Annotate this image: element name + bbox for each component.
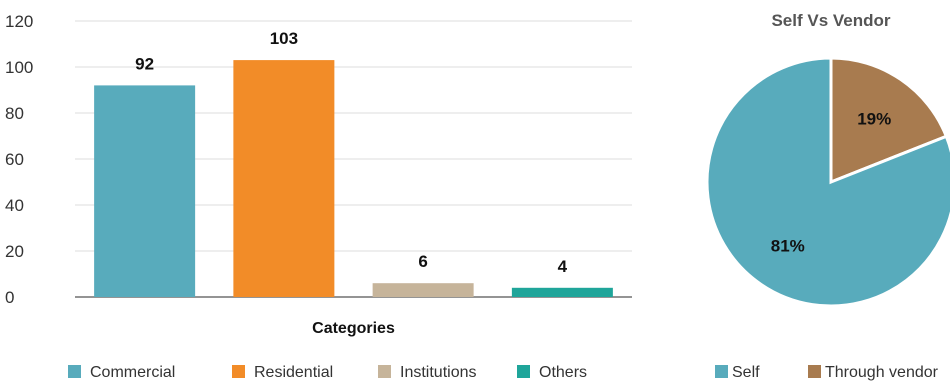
pie-legend-label-through-vendor: Through vendor (825, 364, 939, 381)
bar-others (511, 287, 613, 297)
bar-commercial (94, 85, 196, 298)
pie-data-label-self: 81% (771, 237, 805, 256)
legend-swatch-residential (232, 365, 245, 378)
bar-chart-bars (94, 60, 613, 298)
bar-residential (233, 60, 335, 297)
legend-swatch-commercial (68, 365, 81, 378)
y-tick-label: 0 (5, 288, 14, 307)
legend-label-commercial: Commercial (90, 364, 175, 381)
y-tick-label: 40 (5, 196, 24, 215)
legend-swatch-others (517, 365, 530, 378)
pie-chart-data-labels: 19% 81% (771, 109, 891, 255)
y-tick-label: 60 (5, 150, 24, 169)
data-label-institutions: 6 (418, 252, 427, 271)
pie-chart-slices (705, 56, 950, 308)
pie-chart-title: Self Vs Vendor (771, 11, 890, 30)
y-tick-label: 20 (5, 242, 24, 261)
pie-chart-legend: Self Through vendor (715, 364, 939, 381)
data-label-residential: 103 (270, 29, 298, 48)
pie-data-label-through-vendor: 19% (857, 109, 891, 128)
pie-chart: Self Vs Vendor 19% 81% Self Through vendor (705, 11, 950, 381)
pie-legend-swatch-through-vendor (808, 365, 821, 378)
pie-slice-self (705, 56, 950, 308)
legend-swatch-institutions (378, 365, 391, 378)
bar-chart-y-axis: 0 20 40 60 80 100 120 (5, 12, 33, 307)
bar-chart-x-axis-title: Categories (312, 320, 395, 337)
pie-slice-through-vendor (829, 56, 949, 185)
pie-legend-label-self: Self (732, 364, 760, 381)
pie-legend-swatch-self (715, 365, 728, 378)
bar-chart-data-labels: 92 103 6 4 (135, 29, 567, 276)
y-tick-label: 80 (5, 104, 24, 123)
legend-label-institutions: Institutions (400, 364, 476, 381)
y-tick-label: 120 (5, 12, 33, 31)
data-label-commercial: 92 (135, 54, 154, 73)
bar-institutions (372, 283, 474, 297)
bar-chart-legend: Commercial Residential Institutions Others (68, 364, 587, 381)
legend-label-residential: Residential (254, 364, 333, 381)
y-tick-label: 100 (5, 58, 33, 77)
legend-label-others: Others (539, 364, 587, 381)
data-label-others: 4 (558, 257, 568, 276)
bar-chart: 0 20 40 60 80 100 120 92 103 6 4 Categories Comme… (5, 12, 632, 381)
